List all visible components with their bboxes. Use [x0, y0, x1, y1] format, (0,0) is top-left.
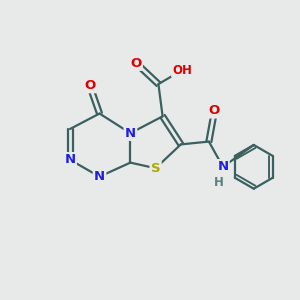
Text: O: O	[84, 79, 95, 92]
Text: N: N	[94, 170, 105, 183]
Text: N: N	[64, 153, 76, 166]
Text: S: S	[151, 162, 160, 175]
Text: O: O	[130, 57, 142, 70]
Text: O: O	[209, 104, 220, 117]
Text: N: N	[125, 127, 136, 140]
Text: N: N	[217, 160, 229, 173]
Text: H: H	[214, 176, 224, 189]
Text: OH: OH	[172, 64, 192, 76]
